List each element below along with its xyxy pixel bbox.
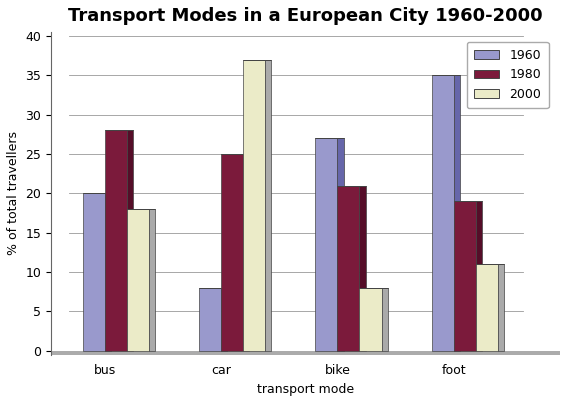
Polygon shape bbox=[382, 288, 388, 351]
Polygon shape bbox=[149, 209, 155, 351]
Bar bbox=[243, 60, 265, 351]
Polygon shape bbox=[243, 154, 249, 351]
Y-axis label: % of total travellers: % of total travellers bbox=[7, 131, 20, 256]
Polygon shape bbox=[105, 193, 111, 351]
Bar bbox=[51, 351, 560, 355]
Title: Transport Modes in a European City 1960-2000: Transport Modes in a European City 1960-… bbox=[68, 7, 543, 25]
Polygon shape bbox=[221, 288, 227, 351]
Legend: 1960, 1980, 2000: 1960, 1980, 2000 bbox=[467, 42, 549, 108]
Bar bbox=[199, 288, 221, 351]
Bar bbox=[454, 201, 476, 351]
Bar bbox=[221, 154, 243, 351]
Bar bbox=[359, 288, 382, 351]
Bar bbox=[83, 193, 105, 351]
Bar bbox=[431, 75, 454, 351]
Polygon shape bbox=[127, 131, 133, 351]
Polygon shape bbox=[337, 138, 344, 351]
Polygon shape bbox=[454, 75, 460, 351]
Polygon shape bbox=[359, 185, 366, 351]
Bar bbox=[315, 138, 337, 351]
Bar bbox=[476, 264, 498, 351]
Polygon shape bbox=[265, 60, 271, 351]
Bar bbox=[337, 185, 359, 351]
Polygon shape bbox=[498, 264, 504, 351]
X-axis label: transport mode: transport mode bbox=[257, 383, 354, 396]
Bar bbox=[127, 209, 149, 351]
Polygon shape bbox=[476, 201, 482, 351]
Bar bbox=[105, 131, 127, 351]
